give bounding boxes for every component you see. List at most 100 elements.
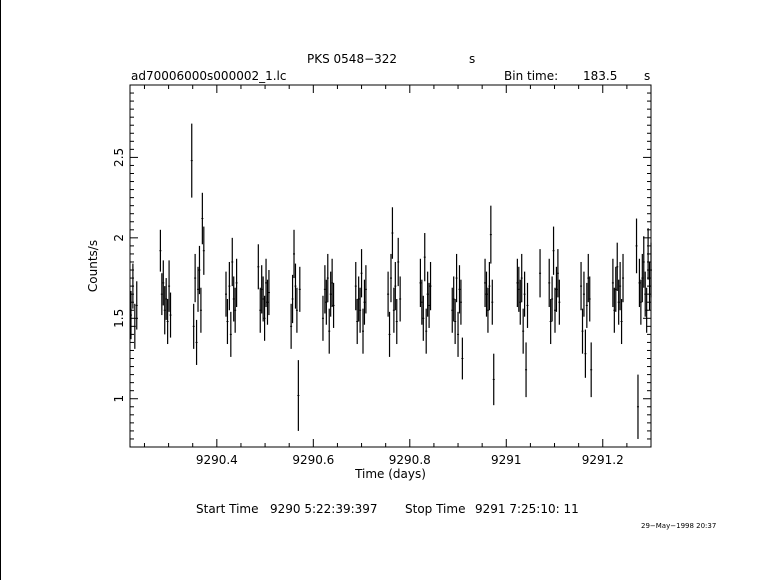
data-point <box>298 266 301 312</box>
data-point <box>235 258 238 308</box>
data-point <box>554 287 557 333</box>
data-point <box>263 295 266 341</box>
data-point <box>620 298 623 345</box>
data-point <box>588 276 591 322</box>
data-point <box>326 253 329 303</box>
data-point <box>551 276 554 322</box>
data-point <box>192 303 195 349</box>
data-point <box>644 271 647 317</box>
data-point <box>425 308 428 354</box>
data-point <box>491 279 494 325</box>
data-point <box>638 258 641 308</box>
data-point <box>650 242 652 298</box>
data-point <box>454 298 457 345</box>
chart-title-unit: s <box>469 52 476 66</box>
data-point <box>422 295 425 341</box>
data-point <box>195 319 198 365</box>
data-point <box>163 286 166 335</box>
data-point <box>613 287 616 333</box>
x-tick-label: 9291.2 <box>582 453 624 467</box>
data-point <box>645 287 648 333</box>
data-point <box>129 290 132 340</box>
data-point <box>332 282 335 328</box>
x-tick-label: 9290.6 <box>292 453 334 467</box>
bin-time-label: Bin time: <box>504 69 559 83</box>
data-point <box>548 258 551 308</box>
data-point <box>265 258 268 308</box>
data-point <box>389 253 392 303</box>
y-tick-label: 1.5 <box>112 309 126 328</box>
data-points <box>129 123 652 439</box>
data-point <box>484 258 487 308</box>
data-point <box>199 287 202 333</box>
data-point <box>428 282 431 328</box>
x-axis-label: Time (days) <box>354 467 426 481</box>
data-point <box>293 229 296 279</box>
data-point <box>190 123 193 198</box>
data-point <box>486 287 489 333</box>
stop-time-value: 9291 7:25:10: 11 <box>475 502 579 516</box>
data-point <box>266 279 269 325</box>
data-point <box>582 271 585 317</box>
data-point <box>197 266 200 312</box>
data-point <box>169 292 172 338</box>
data-point <box>426 271 429 317</box>
data-point <box>611 258 614 308</box>
data-point <box>549 298 552 345</box>
data-point <box>294 263 297 309</box>
data-point <box>641 253 644 303</box>
data-point <box>399 276 402 322</box>
data-point <box>364 265 367 314</box>
data-point <box>354 261 357 311</box>
data-point <box>329 271 332 317</box>
data-point <box>423 233 426 282</box>
data-point <box>520 253 523 303</box>
data-point <box>458 265 461 314</box>
data-point <box>461 337 464 380</box>
data-point <box>226 298 229 345</box>
data-point <box>201 192 204 245</box>
data-point <box>555 266 558 312</box>
data-point <box>394 261 397 311</box>
data-point <box>387 271 390 317</box>
data-point <box>395 298 398 345</box>
start-time-label: Start Time <box>196 502 259 516</box>
data-point <box>452 276 455 322</box>
data-point <box>558 279 561 325</box>
tick-labels: 9290.4 9290.6 9290.8 9291 9291.2 1 1.5 2 2.5 <box>112 148 624 467</box>
data-point <box>516 258 519 308</box>
data-point <box>556 249 559 298</box>
x-tick-label: 9290.8 <box>389 453 431 467</box>
data-point <box>635 218 638 274</box>
data-point <box>636 374 639 439</box>
data-point <box>231 237 234 287</box>
data-point <box>262 276 265 322</box>
data-point <box>133 303 136 349</box>
data-point <box>159 229 162 272</box>
data-point <box>328 308 331 354</box>
data-point <box>331 258 334 308</box>
data-point <box>392 287 395 333</box>
data-point <box>356 298 359 345</box>
data-point <box>485 271 488 317</box>
data-point <box>517 266 520 312</box>
data-point <box>647 228 650 280</box>
start-time-value: 9290 5:22:39:397 <box>270 502 378 516</box>
y-tick-label: 1 <box>112 395 126 403</box>
data-point <box>202 226 205 275</box>
data-point <box>295 287 298 333</box>
data-point <box>587 253 590 303</box>
y-tick-label: 2 <box>112 234 126 242</box>
data-point <box>526 282 529 328</box>
data-point <box>198 245 201 295</box>
data-point <box>357 276 360 322</box>
data-point <box>165 278 168 320</box>
data-point <box>429 261 432 311</box>
data-point <box>457 311 460 357</box>
data-point <box>228 261 231 311</box>
data-point <box>321 295 324 341</box>
data-point <box>391 207 394 259</box>
data-point <box>131 263 134 309</box>
data-point <box>362 308 365 354</box>
y-tick-label: 2.5 <box>112 148 126 167</box>
